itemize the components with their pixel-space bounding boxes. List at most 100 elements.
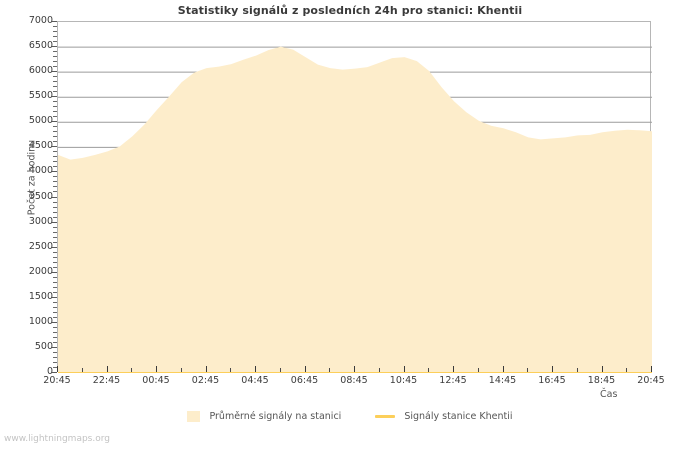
y-minor-tick [53, 226, 57, 228]
y-major-tick [52, 296, 57, 298]
legend-item-station[interactable]: Signály stanice Khentii [375, 411, 513, 422]
x-major-tick [354, 366, 355, 372]
y-minor-tick [53, 156, 57, 158]
y-minor-tick [53, 26, 57, 27]
x-tick-label: 00:45 [142, 375, 170, 386]
y-minor-tick [53, 236, 57, 238]
x-major-tick [502, 366, 504, 372]
y-major-tick [52, 171, 57, 173]
y-minor-tick [53, 231, 57, 233]
y-minor-tick [53, 326, 57, 328]
y-major-tick [52, 271, 57, 273]
y-minor-tick [53, 141, 57, 143]
y-minor-tick [53, 61, 57, 63]
plot-svg [58, 46, 652, 373]
y-minor-tick [53, 266, 57, 268]
y-minor-tick [53, 66, 57, 68]
y-minor-tick [53, 301, 57, 303]
y-major-tick [52, 321, 57, 323]
x-minor-tick [576, 368, 578, 372]
y-minor-tick [53, 276, 57, 278]
y-minor-tick [53, 361, 57, 363]
x-minor-tick [279, 368, 281, 372]
y-tick-label: 2500 [28, 240, 53, 252]
x-tick-label: 16:45 [538, 375, 566, 386]
y-minor-tick [53, 261, 57, 263]
y-tick-label: 7000 [28, 15, 53, 26]
x-minor-tick [230, 368, 232, 372]
x-tick-label: 12:45 [439, 375, 467, 386]
x-tick-label: 04:45 [241, 375, 269, 386]
x-major-tick [601, 366, 603, 372]
y-major-tick [52, 121, 57, 123]
y-tick-label: 0 [46, 366, 53, 377]
y-minor-tick [53, 201, 57, 203]
y-minor-tick [53, 116, 57, 118]
y-minor-tick [53, 286, 57, 288]
y-major-tick [52, 246, 57, 248]
x-tick-label: 08:45 [340, 375, 368, 386]
y-minor-tick [53, 186, 57, 188]
x-tick-label: 22:45 [92, 375, 121, 386]
y-minor-tick [53, 331, 57, 333]
x-major-tick [403, 366, 405, 372]
x-major-tick [106, 366, 108, 372]
area-swatch-icon [187, 411, 201, 422]
y-major-tick [52, 196, 57, 198]
chart-legend: Průměrné signály na stanici Signály stan… [0, 411, 700, 422]
y-minor-tick [53, 86, 57, 88]
average-signals-area [58, 46, 652, 373]
y-minor-tick [53, 111, 57, 113]
y-axis-title: Počet za hodinu [26, 139, 38, 216]
y-tick-label: 1000 [28, 315, 53, 327]
y-major-tick [52, 21, 57, 22]
x-major-tick [651, 366, 652, 372]
x-tick-label: 20:45 [43, 375, 71, 386]
y-minor-tick [53, 161, 57, 163]
x-minor-tick [527, 368, 529, 372]
y-tick-label: 1500 [28, 290, 53, 302]
y-minor-tick [53, 256, 57, 258]
y-tick-label: 5500 [28, 90, 53, 102]
x-tick-label: 14:45 [488, 375, 517, 386]
plot-area [57, 21, 652, 373]
x-major-tick [205, 366, 207, 372]
x-major-tick [304, 366, 306, 372]
y-major-tick [52, 96, 57, 98]
x-tick-label: 20:45 [637, 375, 665, 386]
y-minor-tick [53, 151, 57, 153]
y-minor-tick [53, 76, 57, 78]
y-minor-tick [53, 251, 57, 253]
y-minor-tick [53, 191, 57, 193]
y-minor-tick [53, 101, 57, 103]
y-minor-tick [53, 106, 57, 108]
y-minor-tick [53, 56, 57, 58]
legend-item-average[interactable]: Průměrné signály na stanici [187, 411, 341, 422]
y-minor-tick [53, 241, 57, 243]
y-tick-label: 4500 [28, 140, 53, 152]
x-major-tick [156, 366, 157, 372]
legend-label-station: Signály stanice Khentii [404, 411, 513, 422]
x-minor-tick [180, 368, 182, 372]
x-major-tick [57, 366, 58, 372]
y-minor-tick [53, 176, 57, 178]
x-tick-label: 10:45 [389, 375, 418, 386]
y-tick-label: 4000 [28, 165, 53, 177]
y-tick-label: 5000 [28, 115, 53, 127]
x-axis-title: Čas [600, 389, 618, 400]
y-minor-tick [53, 31, 57, 33]
y-minor-tick [53, 211, 57, 213]
y-major-tick [52, 71, 57, 73]
y-tick-label: 3500 [28, 190, 53, 202]
y-minor-tick [53, 366, 57, 368]
y-tick-label: 6500 [28, 40, 53, 52]
y-tick-label: 2000 [28, 265, 53, 277]
y-axis-ticks: 0 500 1000 1500 2000 2500 3000 3500 4000 4500 5000… [0, 0, 57, 400]
x-minor-tick [81, 368, 83, 372]
y-major-tick [52, 46, 57, 48]
y-minor-tick [53, 336, 57, 338]
y-minor-tick [53, 136, 57, 138]
y-tick-label: 6000 [28, 65, 53, 77]
chart-title: Statistiky signálů z posledních 24h pro … [177, 4, 523, 17]
